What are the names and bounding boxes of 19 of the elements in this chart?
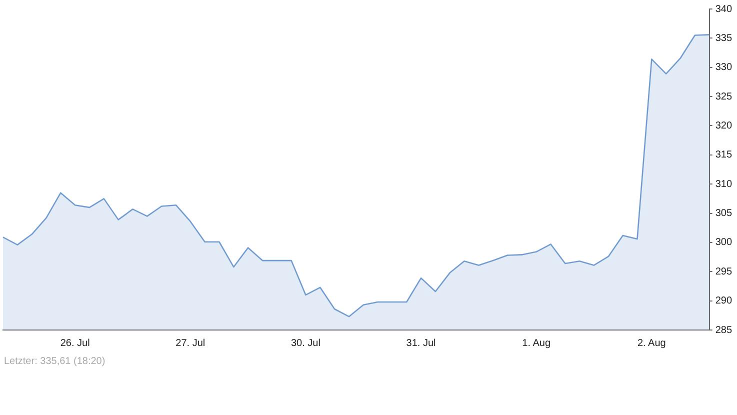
y-tick-label: 300 (715, 237, 732, 248)
y-tick-label: 335 (715, 32, 732, 44)
x-tick-label: 1. Aug (522, 338, 551, 349)
y-tick-label: 320 (715, 120, 732, 132)
y-tick-label: 305 (715, 208, 732, 220)
y-tick-label: 285 (715, 324, 732, 336)
y-tick-label: 290 (715, 296, 732, 307)
y-tick-label: 315 (715, 150, 732, 161)
y-tick-label: 295 (715, 266, 732, 278)
y-tick-label: 325 (715, 91, 732, 102)
x-tick-label: 31. Jul (406, 338, 436, 349)
y-tick-label: 310 (715, 178, 732, 190)
y-tick-label: 340 (715, 4, 732, 15)
x-tick-label: 30. Jul (290, 338, 320, 349)
x-tick-label: 2. Aug (637, 338, 666, 349)
x-tick-label: 26. Jul (60, 338, 90, 349)
x-tick-label: 27. Jul (176, 338, 206, 349)
text: Letzter: 335,61 (18:20) (4, 356, 106, 367)
y-tick-label: 330 (715, 62, 732, 74)
